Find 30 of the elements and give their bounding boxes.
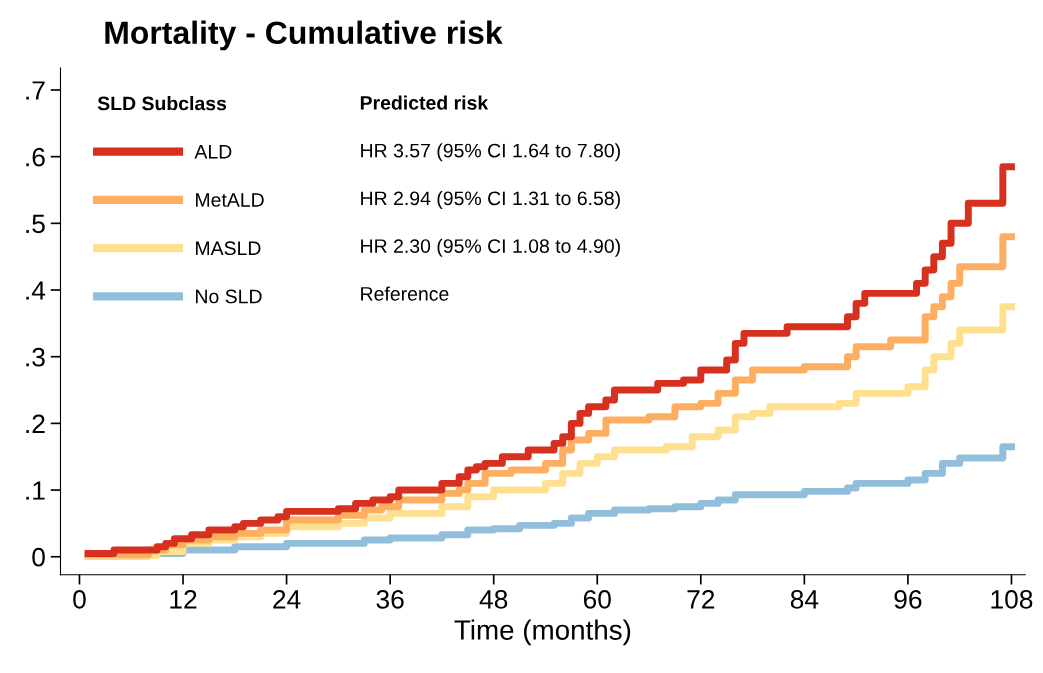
chart-title: Mortality - Cumulative risk (105, 20, 503, 51)
legend-label: MASLD (196, 241, 261, 256)
x-axis-title: Time (months) (454, 619, 631, 646)
annotation: Reference (361, 286, 449, 301)
x-tick-label: 84 (790, 590, 819, 609)
y-tick-label: .4 (26, 281, 46, 300)
annotation: HR 3.57 (95% CI 1.64 to 7.80) (361, 143, 620, 162)
y-tick-label: .3 (26, 347, 45, 367)
y-tick-label: .7 (26, 81, 45, 100)
x-tick-label: 12 (170, 590, 197, 609)
x-tick-label: 96 (894, 590, 922, 609)
y-tick-label: 0 (32, 547, 45, 567)
x-tick-label: 60 (583, 590, 611, 609)
annotation: HR 2.94 (95% CI 1.31 to 6.58) (361, 190, 620, 210)
x-tick-label: 48 (479, 590, 508, 609)
annotation: HR 2.30 (95% CI 1.08 to 4.90) (361, 238, 620, 257)
legend-label: MetALD (196, 193, 264, 207)
y-tick-label: .5 (26, 214, 45, 234)
x-tick-label: 108 (991, 590, 1033, 609)
legend-label: No SLD (196, 289, 262, 304)
legend-label: ALD (194, 145, 232, 159)
legend-title: SLD Subclass (97, 96, 227, 111)
x-tick-label: 24 (273, 590, 301, 609)
annotation: Predicted risk (360, 95, 489, 110)
y-tick-label: .2 (26, 414, 45, 433)
y-tick-label: .6 (26, 147, 45, 167)
y-tick-label: .1 (26, 481, 45, 500)
x-tick-label: 72 (687, 590, 715, 609)
x-tick-label: 36 (376, 590, 404, 609)
x-tick-label: 0 (73, 590, 86, 609)
